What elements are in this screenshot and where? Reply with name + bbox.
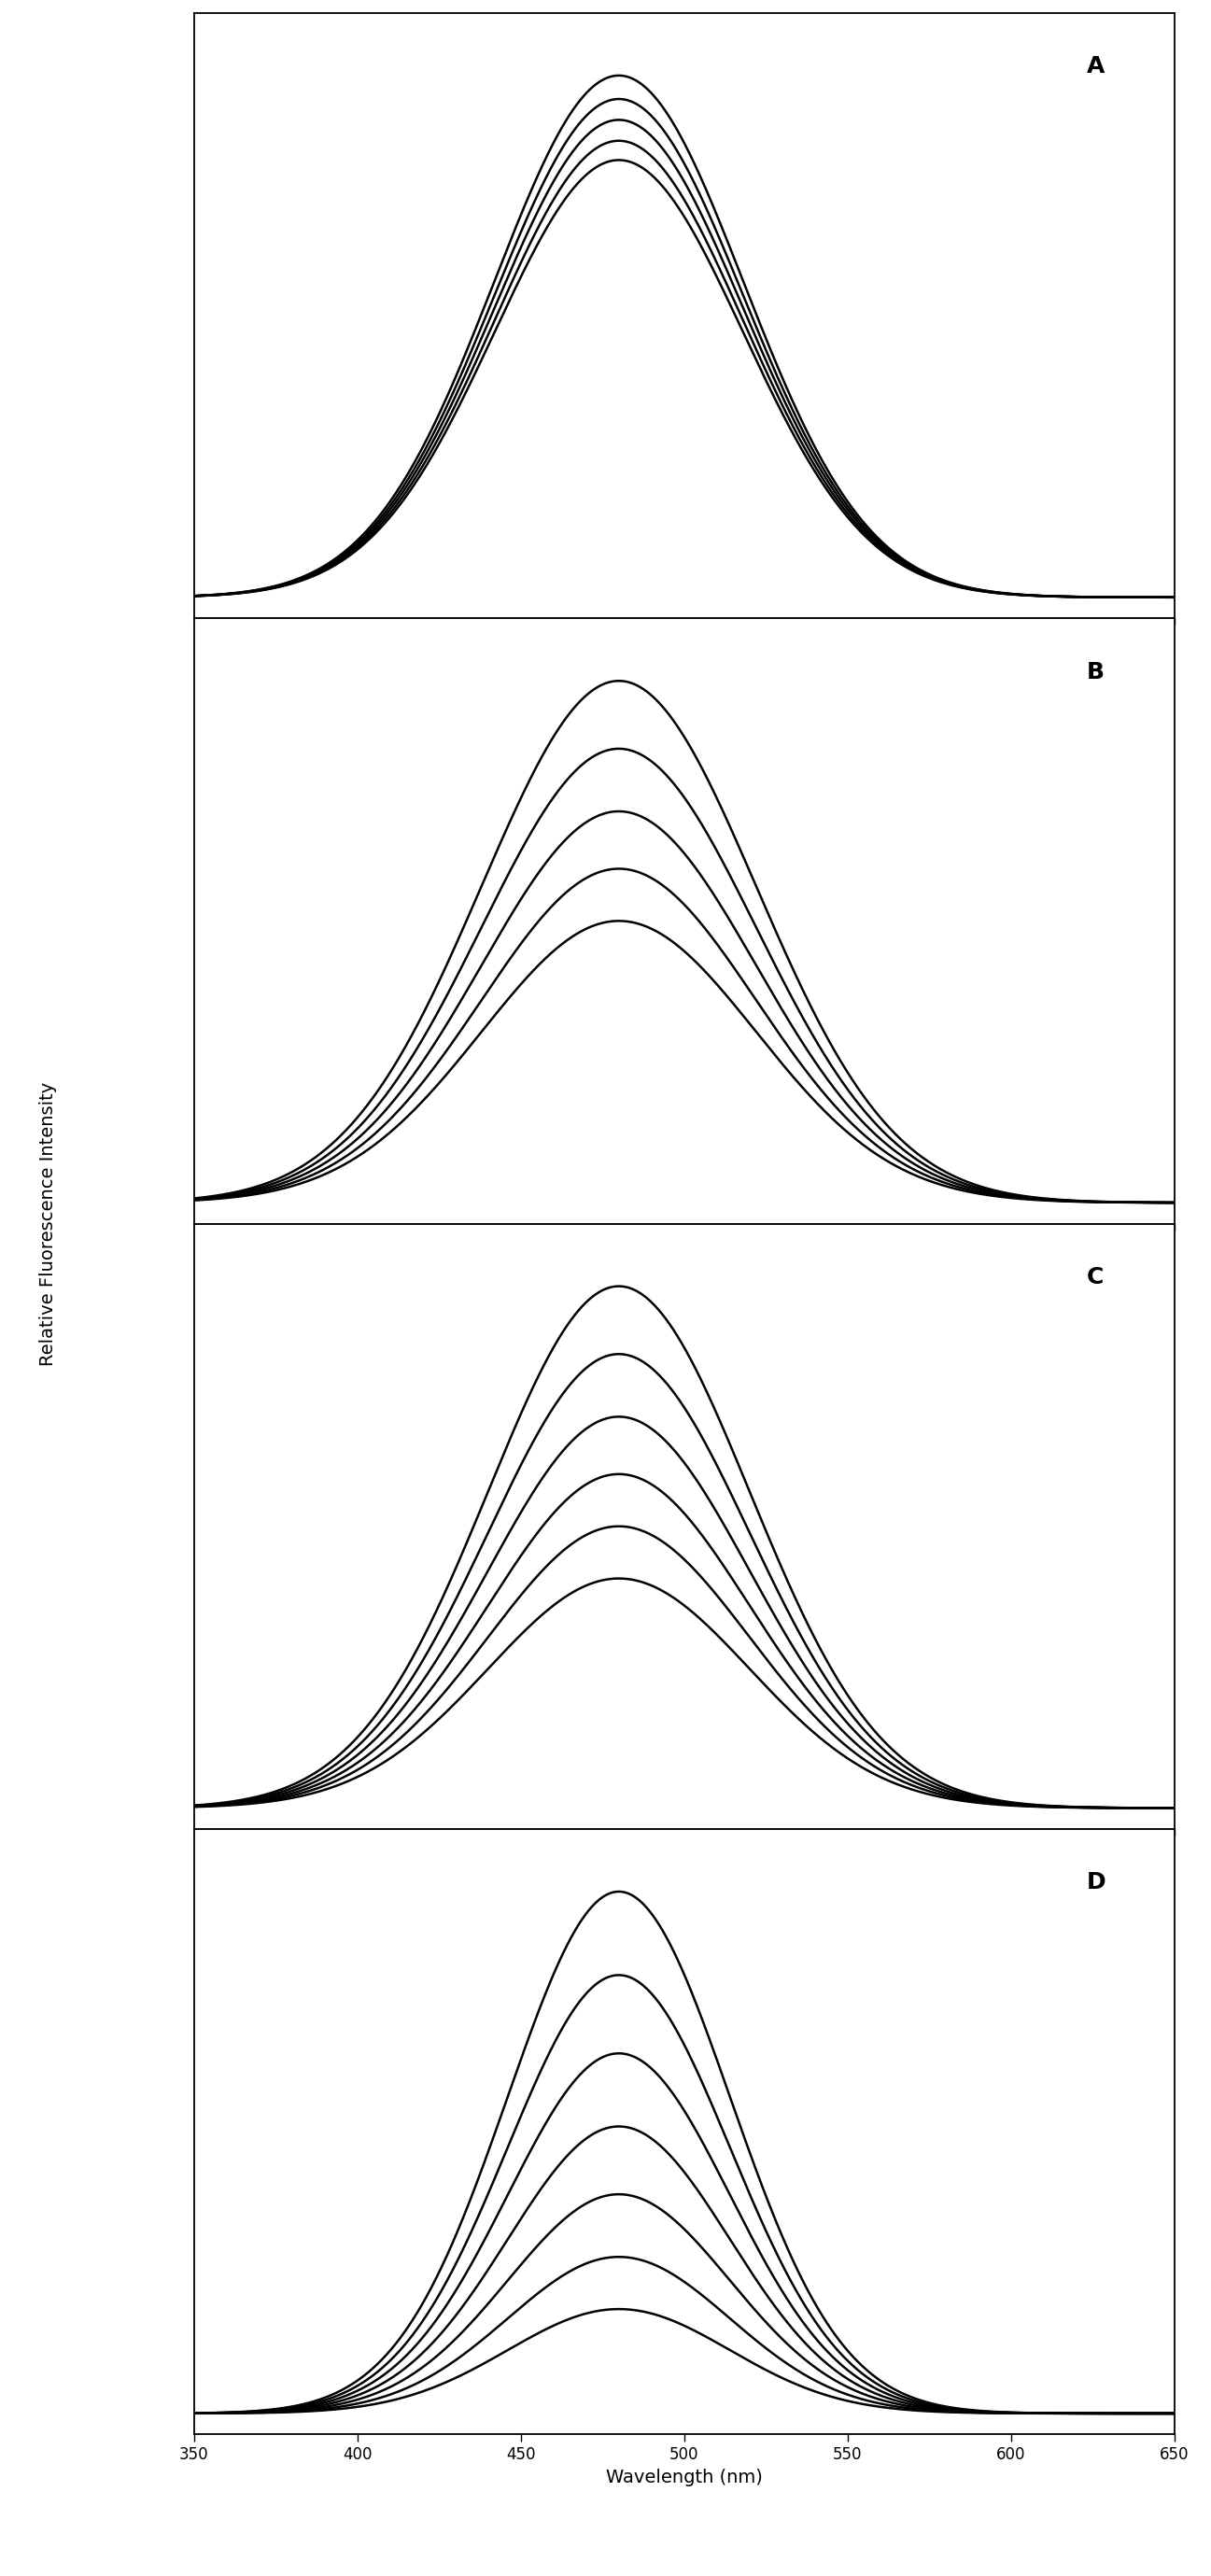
X-axis label: Wavelength (nm): Wavelength (nm) [606,2468,763,2486]
Text: D: D [1086,1870,1106,1893]
Text: C: C [1086,1265,1103,1288]
Text: B: B [1086,659,1104,683]
Text: Relative Fluorescence Intensity: Relative Fluorescence Intensity [40,1082,57,1365]
Text: A: A [1086,54,1104,77]
